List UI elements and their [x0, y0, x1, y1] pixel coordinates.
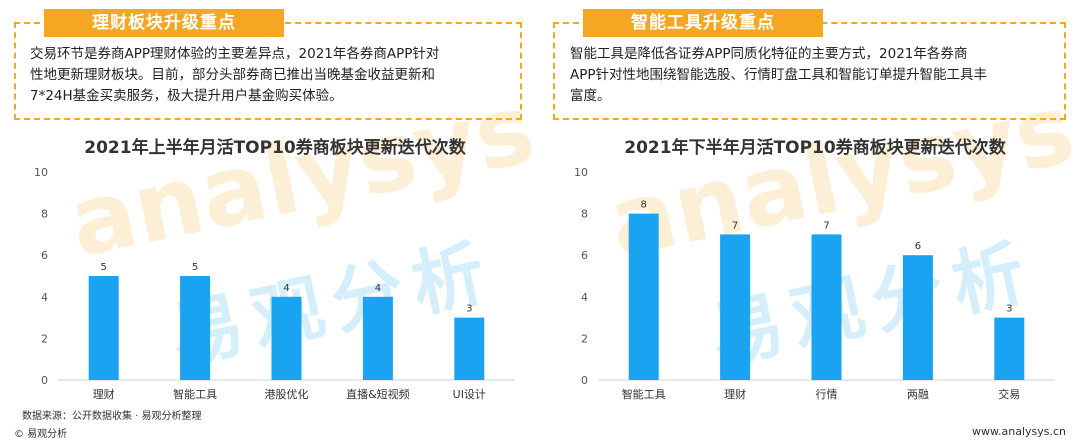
x-tick-label: 智能工具 — [622, 387, 666, 401]
x-tick-label: 理财 — [724, 387, 746, 401]
y-tick-label: 6 — [581, 249, 588, 262]
bar — [902, 255, 933, 380]
bar — [271, 296, 302, 380]
left-panel-text: 交易环节是券商APP理财体验的主要差异点，2021年各券商APP针对 性地更新理… — [30, 44, 520, 107]
y-tick-label: 0 — [41, 374, 48, 387]
x-tick-label: 两融 — [907, 388, 929, 401]
y-tick-label: 10 — [34, 166, 48, 179]
bar — [454, 317, 485, 380]
bar — [362, 296, 393, 380]
data-label: 8 — [641, 200, 647, 211]
data-label: 3 — [1006, 304, 1012, 315]
x-tick-label: 直播&短视频 — [346, 387, 410, 401]
left-panel-line: 性地更新理财板块。目前，部分头部券商已推出当晚基金收益更新和 — [30, 67, 435, 83]
x-tick-label: UI设计 — [453, 388, 486, 401]
left-panel-line: 交易环节是券商APP理财体验的主要差异点，2021年各券商APP针对 — [30, 46, 440, 62]
y-tick-label: 0 — [581, 374, 588, 387]
y-tick-label: 8 — [581, 208, 588, 221]
data-label: 5 — [101, 262, 107, 273]
bar — [811, 234, 842, 380]
left-panel-line: 7*24H基金买卖服务，极大提升用户基金购买体验。 — [30, 88, 343, 104]
bar — [720, 234, 751, 380]
data-source-note: 数据来源：公开数据收集 · 易观分析整理 — [22, 411, 202, 422]
data-label: 4 — [375, 283, 381, 294]
y-tick-label: 6 — [41, 249, 48, 262]
y-tick-label: 10 — [574, 166, 588, 179]
bar-chart-left: 0 2 4 6 8 10 5 理财 5 智能工具 4 港股优化 4 直播&短视频 3 UI设计 — [34, 166, 515, 401]
y-tick-label: 8 — [41, 208, 48, 221]
data-label: 6 — [915, 241, 921, 252]
x-tick-label: 理财 — [93, 387, 115, 401]
y-tick-label: 2 — [41, 332, 48, 345]
bar — [180, 276, 211, 380]
left-panel-title: 理财板块升级重点 — [44, 9, 284, 37]
data-label: 4 — [283, 283, 289, 294]
bar — [628, 213, 659, 380]
chart-title-left: 2021年上半年月活TOP10券商板块更新迭代次数 — [84, 138, 466, 158]
data-label: 5 — [192, 262, 198, 273]
x-tick-label: 交易 — [998, 387, 1020, 401]
x-tick-label: 行情 — [816, 388, 838, 401]
x-tick-label: 智能工具 — [173, 387, 217, 401]
right-panel-title: 智能工具升级重点 — [583, 9, 823, 37]
data-label: 7 — [823, 220, 829, 231]
bar — [88, 276, 119, 380]
website-note: www.analysys.cn — [972, 425, 1066, 438]
right-panel-line: 富度。 — [570, 88, 611, 104]
bar — [994, 317, 1025, 380]
data-label: 7 — [732, 220, 738, 231]
y-tick-label: 2 — [581, 332, 588, 345]
copyright-note: © 易观分析 — [14, 429, 68, 440]
x-tick-label: 港股优化 — [265, 387, 309, 401]
chart-title-right: 2021年下半年月活TOP10券商板块更新迭代次数 — [624, 138, 1006, 158]
y-tick-label: 4 — [41, 291, 48, 304]
bar-chart-right: 0 2 4 6 8 10 8 智能工具 7 理财 7 行情 6 两融 3 交易 — [574, 166, 1055, 401]
right-panel-line: 智能工具是降低各证券APP同质化特征的主要方式，2021年各券商 — [570, 46, 968, 62]
right-panel-line: APP针对性地围绕智能选股、行情盯盘工具和智能订单提升智能工具丰 — [570, 67, 988, 83]
data-label: 3 — [466, 304, 472, 315]
y-tick-label: 4 — [581, 291, 588, 304]
right-panel-text: 智能工具是降低各证券APP同质化特征的主要方式，2021年各券商 APP针对性地… — [570, 44, 1064, 107]
